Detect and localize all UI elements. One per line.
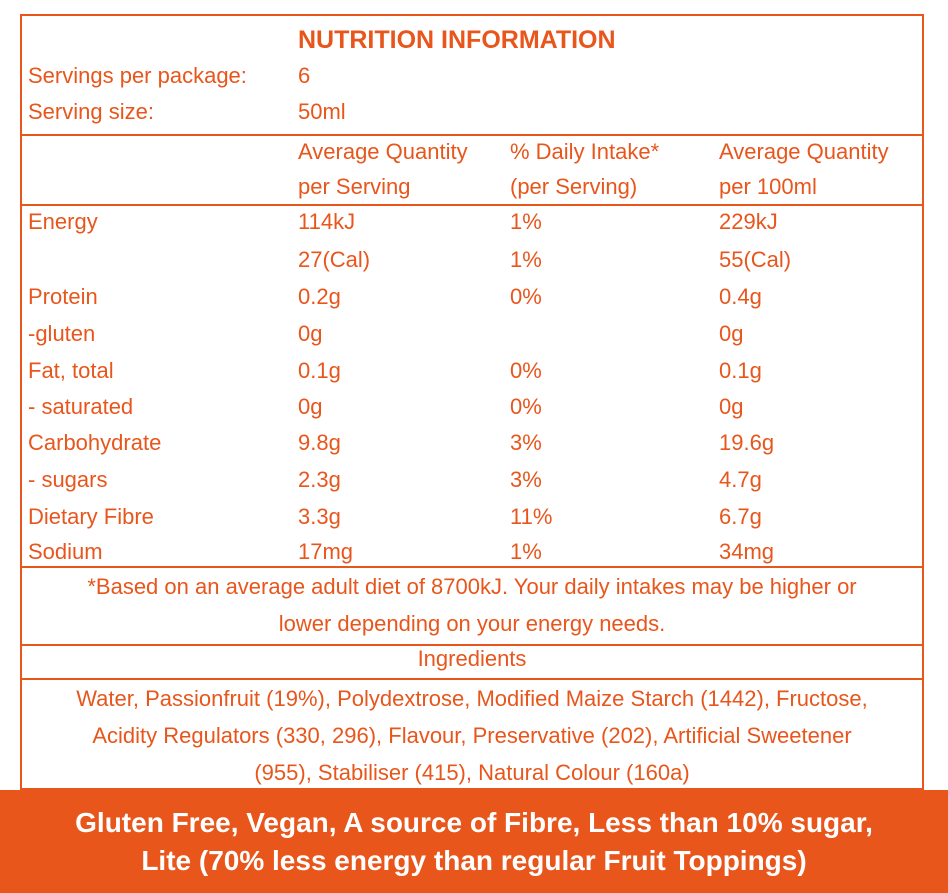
per-100ml-value: 0g <box>719 321 744 346</box>
claims-line-1: Gluten Free, Vegan, A source of Fibre, L… <box>75 806 873 838</box>
nutrient-name: Energy <box>28 209 98 234</box>
servings-value: 6 <box>298 63 311 88</box>
per-100ml-value: 19.6g <box>719 430 775 455</box>
serving-size-value: 50ml <box>298 99 346 124</box>
per-serving-value: 17mg <box>298 539 354 564</box>
claims-banner: Gluten Free, Vegan, A source of Fibre, L… <box>0 790 948 893</box>
divider <box>22 134 922 136</box>
footnote-line-1: *Based on an average adult diet of 8700k… <box>87 574 857 599</box>
serving-size-label: Serving size: <box>28 99 154 124</box>
header-avg-100ml-sub: per 100ml <box>719 174 817 199</box>
divider <box>22 678 922 680</box>
per-100ml-value: 0.4g <box>719 284 762 309</box>
ingredients-line-2: Acidity Regulators (330, 296), Flavour, … <box>92 723 852 748</box>
per-100ml-value: 0g <box>719 394 744 419</box>
per-serving-value: 2.3g <box>298 467 341 492</box>
daily-intake-value: 0% <box>510 284 542 309</box>
per-100ml-value: 4.7g <box>719 467 762 492</box>
daily-intake-value: 1% <box>510 247 542 272</box>
per-serving-value: 0.2g <box>298 284 341 309</box>
nutrient-name: -gluten <box>28 321 96 346</box>
per-100ml-value: 229kJ <box>719 209 778 234</box>
per-serving-value: 0g <box>298 394 323 419</box>
ingredients-line-3: (955), Stabiliser (415), Natural Colour … <box>254 760 690 785</box>
nutrient-name: Carbohydrate <box>28 430 162 455</box>
daily-intake-value: 11% <box>510 504 553 529</box>
daily-intake-value: 1% <box>510 539 542 564</box>
header-daily-intake-sub: (per Serving) <box>510 174 638 199</box>
per-serving-value: 0g <box>298 321 323 346</box>
per-serving-value: 0.1g <box>298 358 341 383</box>
nutrient-name: - sugars <box>28 467 108 492</box>
divider <box>22 644 922 646</box>
per-100ml-value: 55(Cal) <box>719 247 792 272</box>
divider <box>22 204 922 206</box>
daily-intake-value: 0% <box>510 358 542 383</box>
header-daily-intake: % Daily Intake* <box>510 139 660 164</box>
per-serving-value: 9.8g <box>298 430 341 455</box>
daily-intake-value: 3% <box>510 430 542 455</box>
nutrient-name: Dietary Fibre <box>28 504 154 529</box>
servings-label: Servings per package: <box>28 63 247 88</box>
claims-line-2: Lite (70% less energy than regular Fruit… <box>141 844 807 876</box>
divider <box>22 566 922 568</box>
nutrient-name: Protein <box>28 284 98 309</box>
daily-intake-value: 0% <box>510 394 542 419</box>
header-avg-100ml: Average Quantity <box>719 139 889 164</box>
panel-title: NUTRITION INFORMATION <box>298 26 616 54</box>
ingredients-line-1: Water, Passionfruit (19%), Polydextrose,… <box>76 686 868 711</box>
per-serving-value: 114kJ <box>298 209 356 234</box>
per-100ml-value: 34mg <box>719 539 775 564</box>
daily-intake-value: 1% <box>510 209 542 234</box>
nutrition-panel: NUTRITION INFORMATION Servings per packa… <box>20 14 924 790</box>
per-serving-value: 27(Cal) <box>298 247 371 272</box>
per-100ml-value: 0.1g <box>719 358 762 383</box>
ingredients-heading: Ingredients <box>417 646 527 671</box>
footnote-line-2: lower depending on your energy needs. <box>278 611 666 636</box>
nutrient-name: - saturated <box>28 394 134 419</box>
per-serving-value: 3.3g <box>298 504 341 529</box>
nutrient-name: Sodium <box>28 539 103 564</box>
header-avg-serving: Average Quantity <box>298 139 468 164</box>
header-avg-serving-sub: per Serving <box>298 174 411 199</box>
nutrient-name: Fat, total <box>28 358 114 383</box>
per-100ml-value: 6.7g <box>719 504 762 529</box>
daily-intake-value: 3% <box>510 467 542 492</box>
